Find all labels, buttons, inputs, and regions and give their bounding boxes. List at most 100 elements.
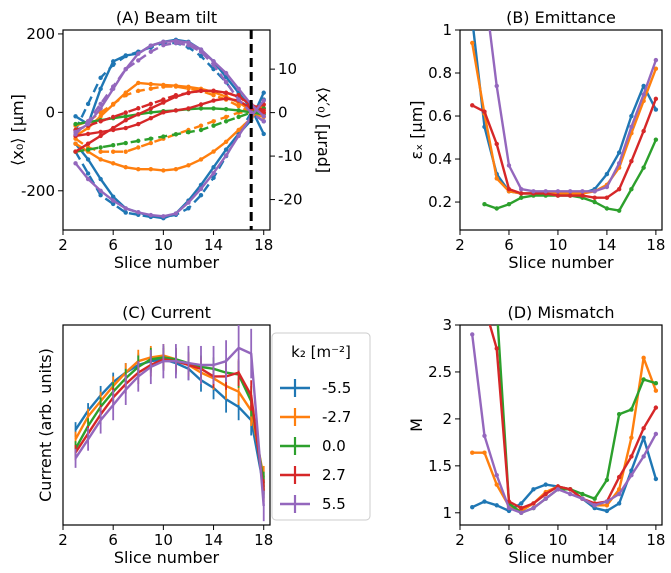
data-point--5.5 (110, 59, 116, 64)
data-point--2.7 (494, 176, 499, 181)
data-point-5.5 (248, 110, 254, 115)
data-point-2.7 (198, 102, 204, 107)
data-point-5.5 (567, 491, 573, 497)
plot-frame (62, 29, 271, 231)
data-point--5.5 (641, 435, 646, 440)
data-point-0.0 (198, 106, 204, 111)
data-point-2.7 (653, 96, 659, 102)
data-point-5.5 (136, 210, 141, 215)
data-point--5.5 (98, 75, 103, 81)
data-point-5.5 (543, 189, 548, 194)
data-point--2.7 (148, 140, 154, 146)
data-point-5.5 (236, 97, 241, 102)
series-group (74, 325, 265, 522)
data-point-0.0 (98, 145, 103, 150)
x-axis-label: Slice number (508, 253, 614, 272)
data-point-5.5 (494, 83, 499, 89)
x-tick-label: 2 (455, 236, 465, 254)
data-point--2.7 (470, 40, 475, 46)
x-axis-label: Slice number (508, 548, 614, 567)
data-point-5.5 (506, 505, 512, 511)
x-tick-label: 14 (204, 531, 223, 549)
data-point-2.7 (85, 131, 91, 137)
data-point-0.0 (495, 304, 499, 308)
series-line--2.7 (75, 85, 265, 127)
legend-label--2.7: -2.7 (322, 408, 351, 426)
data-point-2.7 (629, 158, 634, 164)
series-line-5.5 (74, 99, 265, 218)
data-point-0.0 (110, 143, 116, 148)
data-point-0.0 (223, 119, 229, 124)
data-point--5.5 (641, 83, 646, 89)
x-tick-label: 2 (58, 531, 68, 549)
data-point-0.0 (592, 199, 597, 205)
data-point-5.5 (592, 189, 597, 194)
y2-tick-label: -10 (278, 147, 303, 165)
data-point-0.0 (616, 412, 622, 417)
series-line-0.0 (484, 139, 657, 212)
data-point--5.5 (616, 150, 622, 155)
data-point-5.5 (616, 491, 622, 497)
data-point-5.5 (236, 133, 241, 139)
y-tick-label: 1.5 (428, 457, 452, 475)
data-point--5.5 (110, 62, 116, 67)
x-tick-label: 14 (597, 531, 616, 549)
data-point--2.7 (223, 114, 229, 120)
data-point--2.7 (641, 355, 646, 361)
data-point--2.7 (494, 482, 499, 487)
data-point-5.5 (519, 186, 524, 192)
chart-panel-D: (D) Mismatch 2 6 10 14 18 Slice number 1 1.5 2 2.5… (407, 303, 665, 567)
data-point-5.5 (223, 153, 229, 158)
data-point-0.0 (236, 114, 241, 120)
data-point-0.0 (519, 195, 524, 200)
x-axis-label: Slice number (114, 548, 220, 567)
data-point-2.7 (519, 505, 524, 511)
data-point--5.5 (604, 508, 610, 514)
data-point-2.7 (98, 129, 103, 135)
data-point--5.5 (261, 90, 266, 95)
series-line-0.0 (74, 356, 265, 484)
data-point--5.5 (519, 501, 524, 506)
data-point-2.7 (161, 110, 166, 115)
y-axis-label: Current (arb. units) (36, 348, 55, 502)
data-point-2.7 (148, 101, 154, 107)
data-point--2.7 (236, 127, 241, 133)
data-point-2.7 (531, 501, 536, 506)
series-line-5.5 (74, 39, 265, 134)
data-point--2.7 (198, 157, 204, 162)
data-point--5.5 (98, 86, 103, 92)
x-tick-label: 10 (154, 236, 173, 254)
data-point-2.7 (653, 405, 659, 410)
data-point--5.5 (73, 114, 78, 119)
data-point-2.7 (470, 103, 475, 108)
data-point-5.5 (555, 189, 561, 194)
data-point-2.7 (148, 116, 154, 121)
data-point-5.5 (161, 43, 166, 48)
data-point--5.5 (85, 157, 91, 162)
data-point-2.7 (223, 90, 229, 96)
data-point-5.5 (531, 505, 536, 511)
data-point-5.5 (98, 101, 103, 107)
data-point--5.5 (470, 504, 475, 510)
data-point-0.0 (148, 110, 154, 115)
x-tick-label: 18 (254, 236, 273, 254)
y2-axis-label: ⟨x′₀⟩ [μrad] (314, 87, 333, 173)
series-line-0.0 (75, 107, 265, 153)
data-point--2.7 (236, 103, 241, 109)
data-point--2.7 (123, 93, 128, 98)
data-point-5.5 (506, 163, 512, 168)
data-point-0.0 (148, 136, 154, 141)
data-point-5.5 (123, 66, 128, 72)
series-line--5.5 (74, 98, 265, 219)
data-point--5.5 (211, 175, 216, 181)
data-point-0.0 (136, 138, 141, 144)
series-group (73, 37, 266, 221)
chart-title: (A) Beam tilt (116, 8, 217, 27)
x-tick-label: 6 (108, 236, 118, 254)
y2-tick-label: 0 (278, 104, 288, 122)
series-line-2.7 (471, 98, 658, 199)
data-point-5.5 (555, 487, 561, 492)
plot-frame (62, 324, 271, 526)
